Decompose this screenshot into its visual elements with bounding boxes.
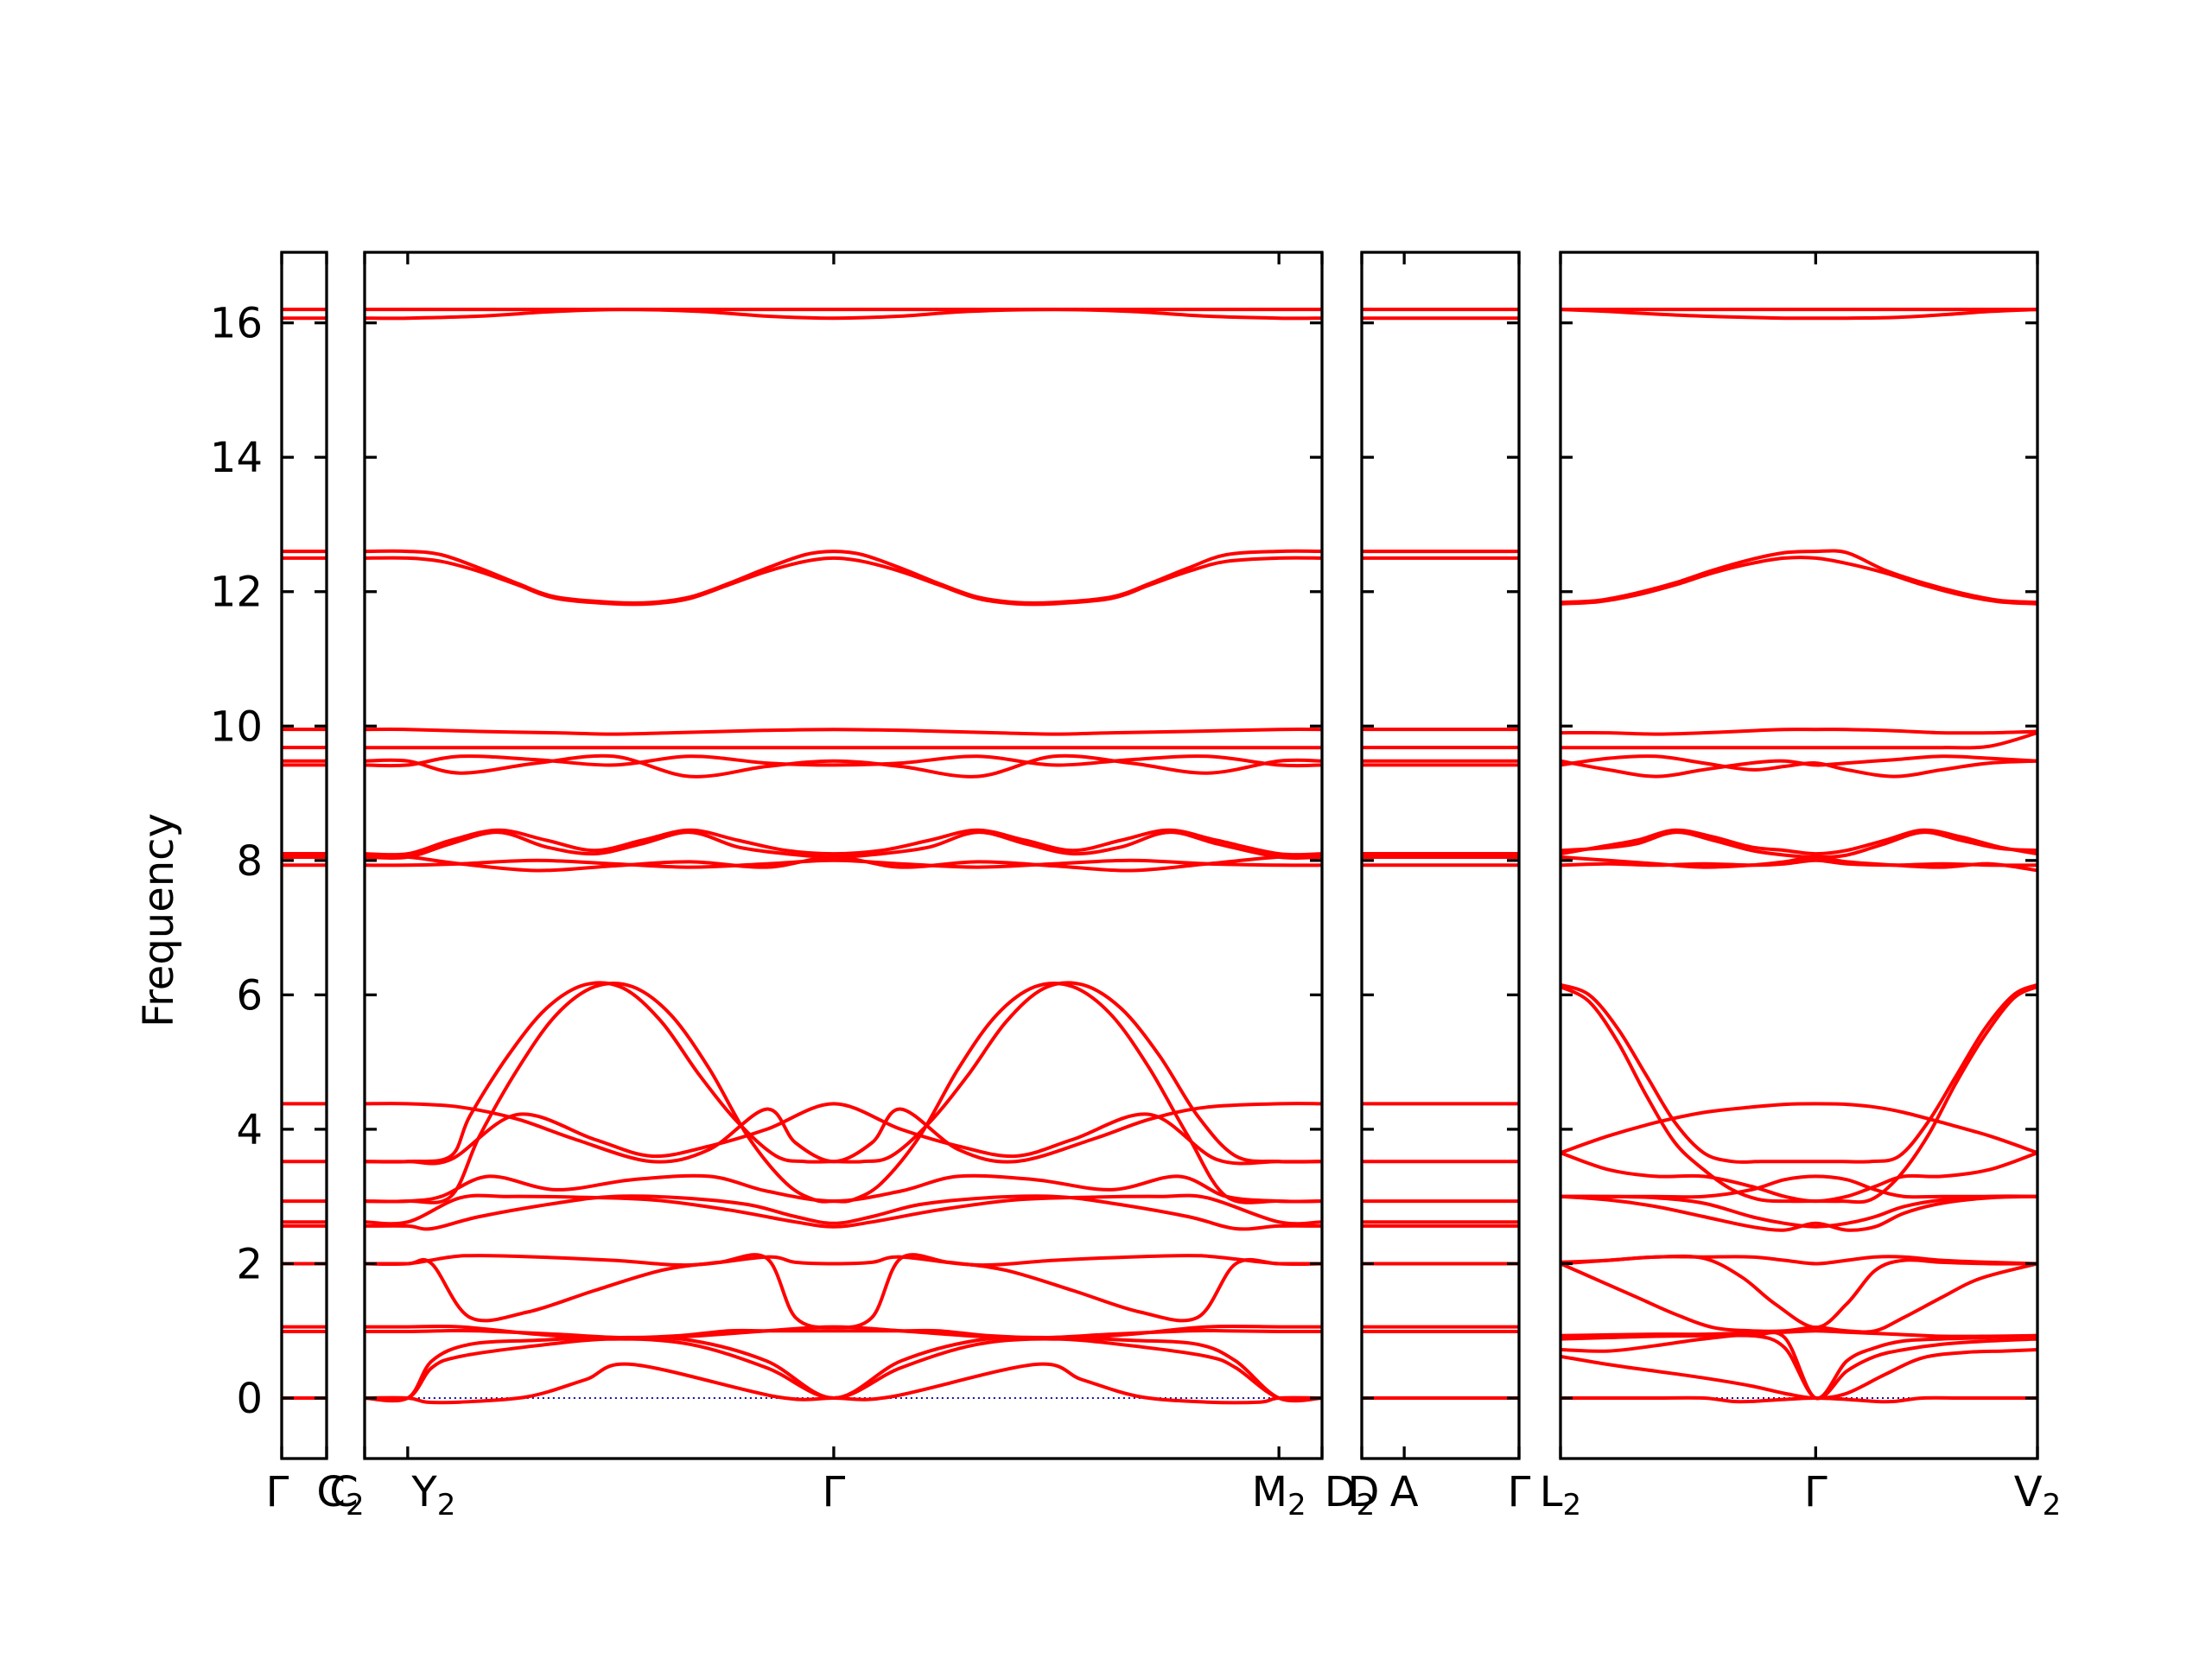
band-line xyxy=(365,828,1322,857)
band-line xyxy=(1560,1329,2037,1338)
band-line xyxy=(1560,985,2037,1205)
panel-frame xyxy=(1360,251,1521,1460)
band-line xyxy=(1560,731,2037,750)
x-tick-label: Γ xyxy=(823,1468,846,1516)
band-line xyxy=(1560,830,2037,859)
band-line xyxy=(1560,1331,2037,1401)
panel-p2: C2 Y2 Γ M2 D xyxy=(316,251,1380,1522)
band-line xyxy=(1560,828,2037,856)
panel-p3-bands xyxy=(1362,308,1519,1401)
band-line xyxy=(1560,1395,2037,1404)
band-line xyxy=(1560,1255,2037,1266)
band-line xyxy=(365,981,1322,1205)
band-line xyxy=(365,549,1322,605)
panel-frame xyxy=(363,251,1324,1460)
x-tick-label: C2 xyxy=(316,1468,364,1522)
band-line xyxy=(365,858,1322,869)
band-line xyxy=(1560,1102,2037,1154)
band-line xyxy=(365,308,1322,321)
x-tick-label: Γ xyxy=(266,1468,289,1516)
y-tick-label: 6 xyxy=(236,971,263,1020)
y-tick-label: 0 xyxy=(236,1375,263,1423)
band-line xyxy=(1560,308,2037,321)
y-tick-label: 12 xyxy=(210,569,263,617)
band-line xyxy=(1560,556,2037,606)
x-tick-label: Γ xyxy=(1804,1468,1827,1516)
y-tick-label: 16 xyxy=(210,300,263,348)
y-tick-label: 2 xyxy=(236,1240,263,1288)
x-tick-label: M2 xyxy=(1252,1468,1306,1522)
band-line xyxy=(365,1193,1322,1229)
x-tick-label: V2 xyxy=(2014,1468,2061,1522)
panel-p1-bands xyxy=(282,308,327,1401)
band-line xyxy=(1560,982,2037,1164)
panel-frame xyxy=(1559,251,2039,1460)
y-tick-label: 8 xyxy=(236,837,263,886)
band-line xyxy=(365,830,1322,861)
band-line xyxy=(1560,754,2037,779)
band-line xyxy=(1560,1254,2037,1330)
band-line xyxy=(1560,1262,2037,1334)
band-line xyxy=(365,1253,1322,1330)
band-line xyxy=(365,754,1322,768)
band-line xyxy=(1560,1194,2037,1232)
band-line xyxy=(1560,1174,2037,1199)
x-tick-label: Y2 xyxy=(410,1468,455,1522)
band-line xyxy=(365,1328,1322,1340)
band-line xyxy=(365,981,1322,1164)
band-line xyxy=(365,1335,1322,1403)
band-line xyxy=(365,728,1322,736)
x-tick-label: Γ xyxy=(1508,1468,1531,1516)
panel-p3: D2 A Γ xyxy=(1325,251,1531,1522)
band-line xyxy=(365,753,1322,779)
x-tick-label: L2 xyxy=(1540,1468,1581,1522)
y-tick-label: 10 xyxy=(210,702,263,751)
x-tick-label: D2 xyxy=(1325,1468,1376,1522)
x-tick-label: C xyxy=(329,1468,359,1516)
y-tick-label: 14 xyxy=(210,434,263,482)
panel-p2-bands xyxy=(365,308,1322,1405)
band-line xyxy=(365,1254,1322,1268)
band-line xyxy=(1560,549,2037,605)
panel-p4-bands xyxy=(1560,308,2037,1404)
x-tick-label: A xyxy=(1390,1468,1419,1516)
x-tick-label: D xyxy=(1348,1468,1380,1516)
band-line xyxy=(1560,855,2037,873)
band-line xyxy=(365,1194,1322,1231)
panel-p4: L2 Γ V2 xyxy=(1540,251,2061,1522)
y-axis-label: Frequency xyxy=(135,813,183,1027)
y-tick-label: 4 xyxy=(236,1106,263,1154)
y-axis-label-group: Frequency xyxy=(135,813,183,1027)
band-line xyxy=(1560,728,2037,736)
band-line xyxy=(365,1337,1322,1402)
panel-frame xyxy=(280,251,328,1460)
